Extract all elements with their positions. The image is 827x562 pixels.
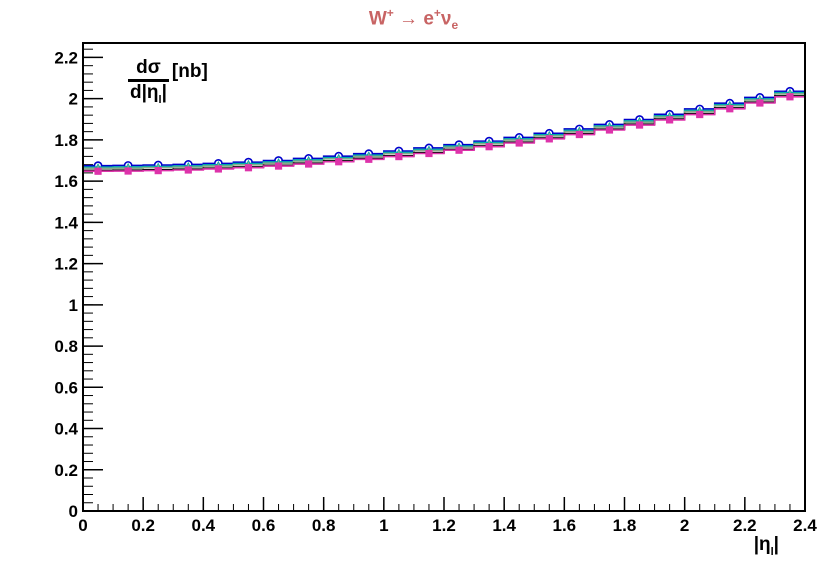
x-tick-label: 2 xyxy=(680,516,689,535)
x-tick-label: 1.2 xyxy=(432,516,456,535)
data-point xyxy=(786,93,793,100)
x-tick-label: 0.4 xyxy=(192,516,216,535)
y-axis-fraction: dσ d|ηl| xyxy=(128,58,169,111)
data-point xyxy=(576,131,583,138)
x-axis-label: |ηl| xyxy=(754,534,779,558)
data-point xyxy=(125,167,132,174)
axis-ticks xyxy=(83,49,805,511)
y-tick-label: 0 xyxy=(69,502,78,521)
y-tick-label: 2.2 xyxy=(54,48,78,67)
data-point xyxy=(516,139,523,146)
data-point xyxy=(365,156,372,163)
data-point xyxy=(455,147,462,154)
data-point xyxy=(185,166,192,173)
x-tick-label: 1.4 xyxy=(492,516,516,535)
data-point xyxy=(546,135,553,142)
y-tick-label: 0.2 xyxy=(54,461,78,480)
data-point xyxy=(245,164,252,171)
x-tick-label: 2.2 xyxy=(733,516,757,535)
x-axis-label-main: |η xyxy=(754,534,771,555)
x-tick-label: 0.6 xyxy=(252,516,276,535)
data-point xyxy=(606,126,613,133)
title-nu-sub: e xyxy=(451,18,458,32)
title-w-charge: + xyxy=(387,6,394,20)
data-point xyxy=(696,111,703,118)
x-axis-label-end: | xyxy=(774,534,779,555)
y-tick-label: 2 xyxy=(69,90,78,109)
y-tick-label: 1.6 xyxy=(54,172,78,191)
title-nu: ν xyxy=(441,8,452,29)
x-tick-label: 1.8 xyxy=(613,516,637,535)
x-tick-label: 0.2 xyxy=(131,516,155,535)
y-tick-label: 1.8 xyxy=(54,131,78,150)
data-point xyxy=(215,165,222,172)
data-point xyxy=(155,167,162,174)
data-point xyxy=(486,143,493,150)
tick-labels: 0 0.2 0.4 0.6 0.8 1 1.2 1.4 1.6 1.8 2 2.2 0 0.2 0.4 0.6… xyxy=(54,48,817,535)
title-w: W xyxy=(369,8,387,29)
y-tick-label: 1.4 xyxy=(54,213,78,232)
data-point xyxy=(275,162,282,169)
y-axis-denominator-end: | xyxy=(162,82,167,103)
x-tick-label: 1 xyxy=(379,516,388,535)
data-point xyxy=(305,160,312,167)
data-point xyxy=(335,158,342,165)
data-point xyxy=(425,150,432,157)
y-axis-denominator-main: d|η xyxy=(130,82,159,103)
data-point xyxy=(756,99,763,106)
y-tick-label: 0.8 xyxy=(54,337,78,356)
data-point xyxy=(94,168,101,175)
x-tick-label: 2.4 xyxy=(793,516,817,535)
y-tick-label: 1.2 xyxy=(54,255,78,274)
x-tick-label: 0 xyxy=(78,516,87,535)
x-tick-label: 1.6 xyxy=(553,516,577,535)
title-e-charge: + xyxy=(434,6,441,20)
y-axis-label: dσ d|ηl| [nb] xyxy=(128,58,208,111)
chart-title: W+ → e+νe xyxy=(0,6,827,32)
title-arrow-e: → e xyxy=(394,8,434,29)
y-tick-label: 1 xyxy=(69,296,78,315)
data-point xyxy=(726,105,733,112)
y-axis-unit: [nb] xyxy=(172,61,208,82)
y-tick-label: 0.6 xyxy=(54,378,78,397)
y-axis-numerator: dσ xyxy=(128,58,169,82)
data-point xyxy=(636,121,643,128)
x-tick-label: 0.8 xyxy=(312,516,336,535)
data-point xyxy=(395,153,402,160)
data-point xyxy=(666,116,673,123)
y-axis-denominator: d|ηl| xyxy=(128,82,169,111)
y-tick-label: 0.4 xyxy=(54,420,78,439)
